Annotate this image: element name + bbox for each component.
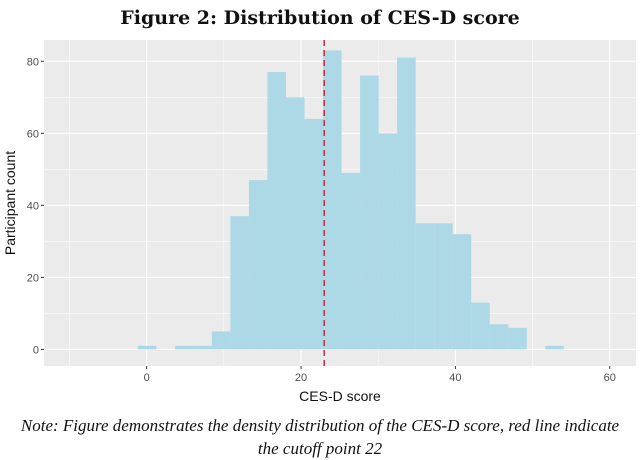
y-axis-ticks: 0 20 40 60 80	[27, 56, 44, 356]
x-tick-label: 20	[295, 372, 307, 384]
histogram-bar	[304, 118, 324, 350]
histogram-bar	[341, 172, 361, 350]
histogram-bar	[230, 216, 249, 350]
y-axis-label: Participant count	[2, 151, 18, 255]
histogram-bar	[248, 180, 268, 350]
histogram-bar	[360, 75, 379, 350]
histogram-bar	[434, 223, 453, 350]
histogram-bar	[489, 324, 509, 350]
histogram-bar	[137, 345, 157, 350]
note-line-2: the cutoff point 22	[258, 439, 383, 458]
histogram-bar	[452, 234, 472, 350]
y-tick-label: 60	[27, 128, 39, 140]
histogram-bar	[545, 345, 564, 350]
chart-title: Figure 2: Distribution of CES-D score	[120, 7, 519, 29]
y-tick-label: 0	[33, 344, 39, 356]
histogram-bar	[323, 50, 342, 350]
x-axis-ticks: 0 20 40 60	[144, 366, 616, 384]
x-tick-label: 0	[144, 372, 150, 384]
bars	[137, 50, 564, 350]
y-tick-label: 40	[27, 200, 39, 212]
x-axis-label: CES-D score	[299, 388, 381, 404]
histogram-bar	[285, 97, 305, 350]
histogram-bar	[508, 327, 527, 350]
histogram-bar	[174, 345, 194, 350]
histogram-bar	[415, 223, 435, 350]
y-tick-label: 80	[27, 56, 39, 68]
y-tick-label: 20	[27, 272, 39, 284]
histogram-bar	[471, 302, 490, 350]
histogram-bar	[378, 133, 398, 350]
x-tick-label: 40	[449, 372, 461, 384]
x-tick-label: 60	[604, 372, 616, 384]
note-line-1: Note: Figure demonstrates the density di…	[20, 416, 620, 435]
histogram-bar	[267, 72, 286, 350]
histogram-bar	[397, 57, 416, 350]
histogram-bar	[211, 331, 231, 350]
histogram-bar	[193, 345, 212, 350]
